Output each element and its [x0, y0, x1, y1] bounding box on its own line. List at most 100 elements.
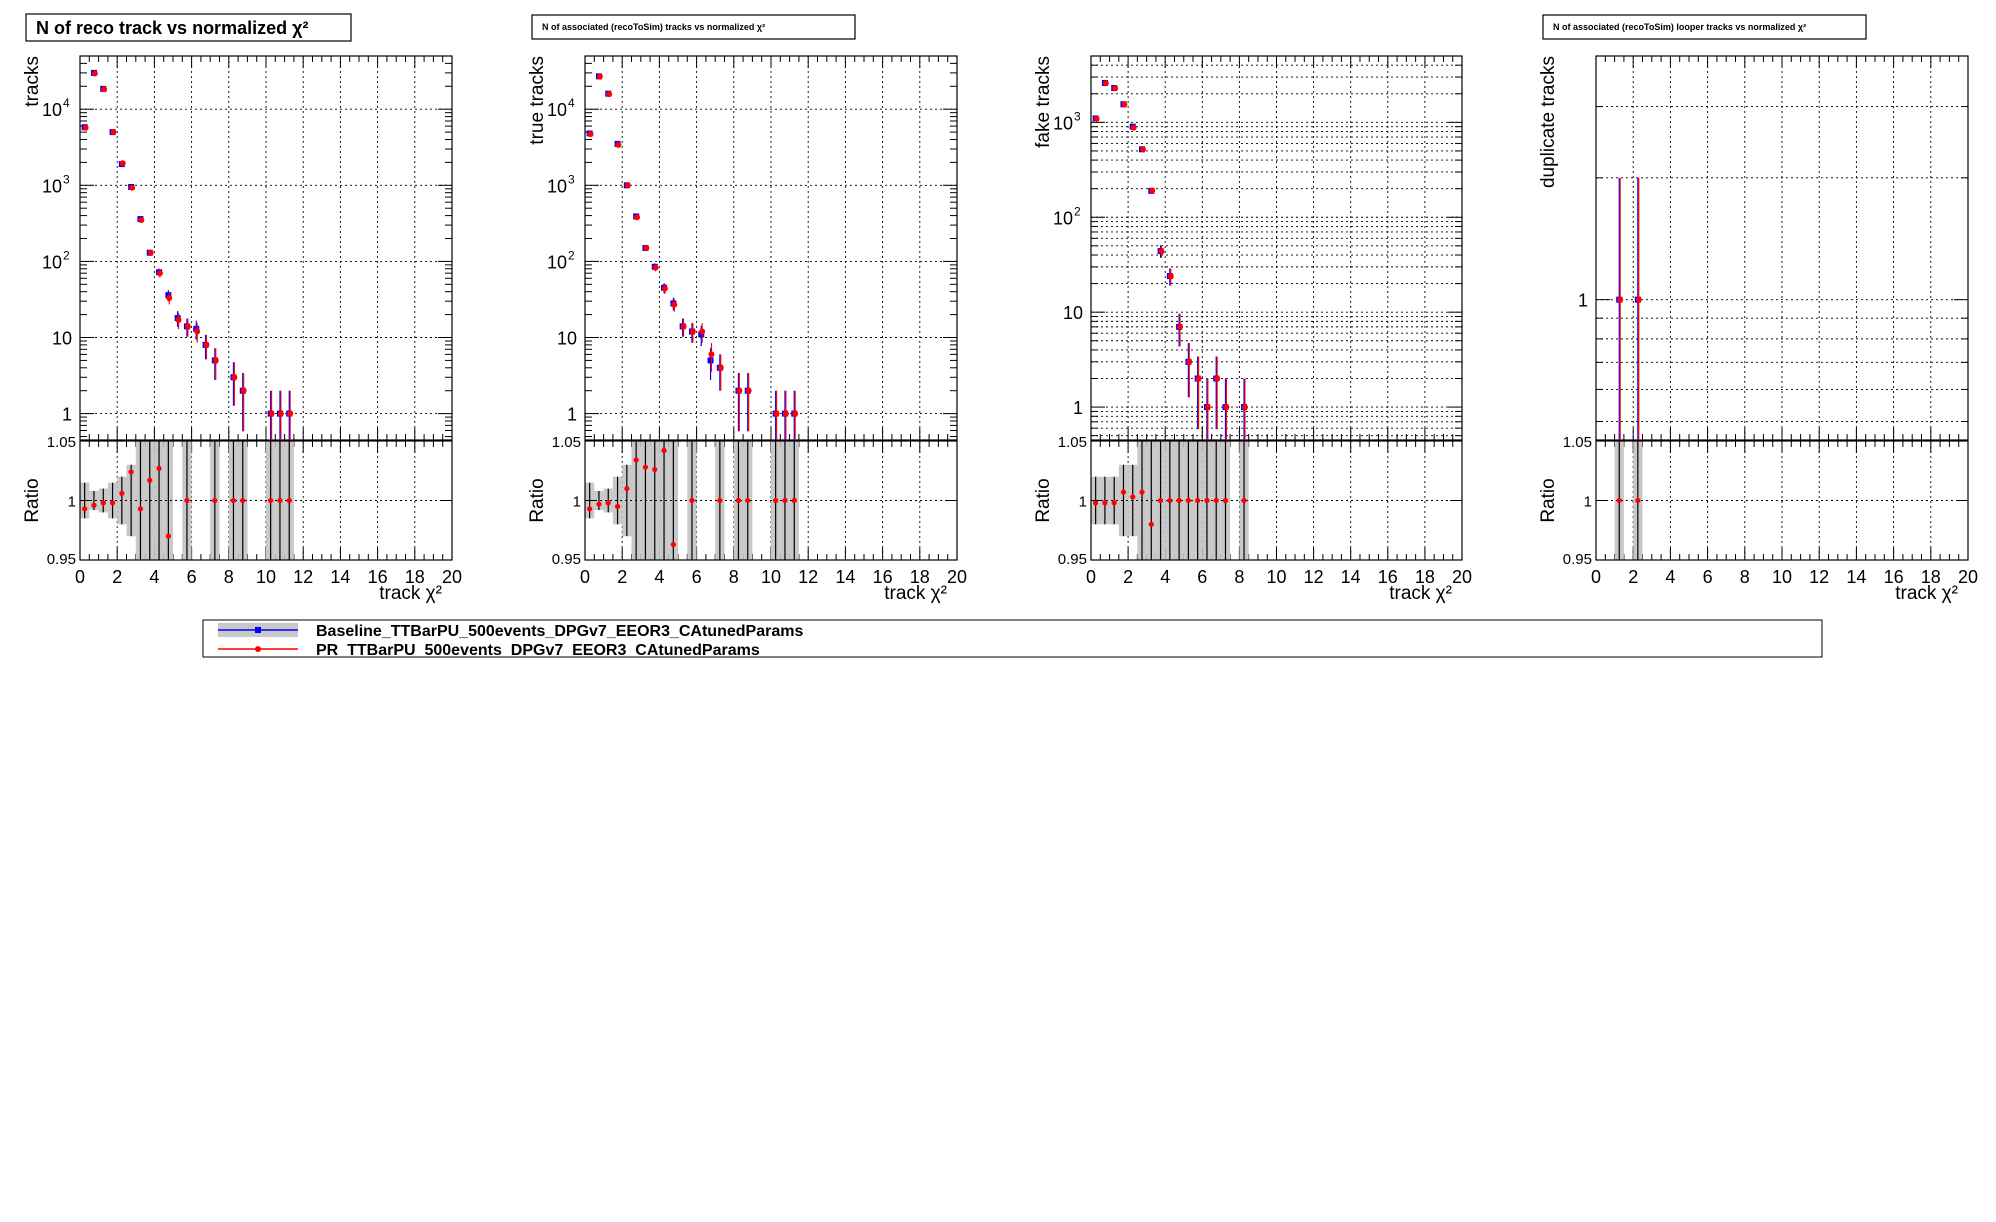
- y-tick-exponent: 3: [1074, 109, 1081, 123]
- legend-marker: [255, 646, 261, 652]
- ratio-marker: [230, 497, 237, 504]
- ratio-marker: [605, 500, 611, 506]
- pr-marker: [166, 295, 173, 302]
- pr-marker: [1635, 296, 1642, 303]
- ratio-marker: [1148, 521, 1154, 527]
- chart-title: N of associated (recoToSim) looper track…: [1553, 22, 1806, 32]
- pr-marker: [717, 364, 724, 371]
- ratio-marker: [689, 497, 695, 504]
- x-tick-label: 18: [1415, 567, 1435, 587]
- pr-marker: [1102, 80, 1109, 87]
- ratio-marker: [1120, 489, 1127, 495]
- ratio-marker: [1222, 497, 1229, 504]
- pr-marker: [1214, 375, 1221, 382]
- ratio-marker: [735, 497, 742, 504]
- baseline-marker: [165, 292, 172, 299]
- ratio-tick-label: 0.95: [1058, 551, 1087, 568]
- pr-marker: [1130, 124, 1137, 131]
- ratio-marker: [745, 497, 751, 504]
- y-tick-label: 10: [42, 252, 62, 272]
- x-tick-label: 18: [405, 567, 425, 587]
- ratio-marker: [1111, 500, 1117, 506]
- y-tick-exponent: 4: [568, 96, 575, 110]
- x-tick-label: 0: [580, 567, 590, 587]
- pr-marker: [184, 323, 191, 330]
- pr-marker: [699, 328, 706, 335]
- ratio-marker: [1093, 500, 1099, 506]
- ratio-axis-label: Ratio: [1033, 478, 1054, 522]
- ratio-marker: [165, 533, 171, 539]
- ratio-tick-label: 1.05: [47, 434, 76, 451]
- pr-marker: [708, 351, 715, 358]
- ratio-marker: [1241, 497, 1247, 504]
- pr-marker: [680, 323, 687, 330]
- ratio-axis-label: Ratio: [527, 478, 548, 522]
- legend: Baseline_TTBarPU_500events_DPGv7_EEOR3_C…: [202, 619, 1823, 659]
- x-tick-label: 12: [1304, 567, 1324, 587]
- ratio-marker: [1176, 497, 1182, 504]
- legend-entry-label: Baseline_TTBarPU_500events_DPGv7_EEOR3_C…: [316, 623, 803, 640]
- chart-title-box: [1542, 14, 1867, 40]
- x-tick-label: 10: [256, 567, 276, 587]
- ratio-marker: [147, 477, 153, 483]
- pr-marker: [736, 387, 743, 394]
- pr-marker: [1149, 187, 1156, 194]
- x-tick-label: 12: [1809, 567, 1829, 587]
- legend-entry-label: PR_TTBarPU_500events_DPGv7_EEOR3_CAtuned…: [316, 642, 760, 659]
- ratio-marker: [268, 497, 274, 504]
- ratio-marker: [791, 497, 797, 504]
- pr-marker: [175, 316, 182, 323]
- ratio-tick-label: 1: [1079, 494, 1087, 511]
- y-tick-exponent: 3: [63, 172, 70, 186]
- ratio-marker: [624, 486, 630, 492]
- ratio-tick-label: 0.95: [552, 551, 581, 568]
- y-tick-label: 10: [1063, 303, 1083, 323]
- ratio-tick-label: 1: [68, 494, 76, 511]
- ratio-marker: [128, 469, 134, 475]
- pr-marker: [643, 245, 650, 251]
- pr-marker: [634, 214, 641, 221]
- x-tick-label: 6: [1197, 567, 1207, 587]
- pr-marker: [745, 387, 752, 394]
- ratio-marker: [156, 465, 162, 471]
- pr-marker: [156, 270, 163, 277]
- pr-marker: [1241, 404, 1248, 411]
- plot-frame: [1090, 55, 1463, 441]
- y-tick-exponent: 4: [63, 96, 70, 110]
- x-tick-label: 10: [1772, 567, 1792, 587]
- pr-marker: [110, 129, 117, 136]
- pr-marker: [661, 285, 668, 292]
- y-tick-label: 10: [547, 252, 567, 272]
- x-tick-label: 0: [75, 567, 85, 587]
- ratio-marker: [1213, 497, 1219, 504]
- ratio-marker: [100, 500, 106, 506]
- ratio-tick-label: 1: [1584, 494, 1592, 511]
- pr-marker: [1617, 296, 1624, 303]
- ratio-marker: [717, 497, 723, 504]
- ratio-marker: [82, 506, 88, 512]
- x-tick-label: 4: [654, 567, 664, 587]
- pr-marker: [268, 410, 275, 417]
- chart-panel-2: N of associated (recoToSim) tracks vs no…: [527, 14, 967, 604]
- x-tick-label: 4: [1665, 567, 1675, 587]
- x-tick-label: 10: [761, 567, 781, 587]
- x-tick-label: 16: [873, 567, 893, 587]
- y-tick-exponent: 2: [63, 248, 70, 262]
- pr-marker: [596, 73, 603, 80]
- ratio-marker: [277, 497, 283, 504]
- baseline-marker: [707, 357, 714, 364]
- pr-marker: [147, 249, 154, 256]
- x-tick-label: 2: [112, 567, 122, 587]
- x-tick-label: 14: [1846, 567, 1866, 587]
- pr-marker: [689, 328, 696, 335]
- x-tick-label: 8: [1234, 567, 1244, 587]
- x-tick-label: 20: [442, 567, 462, 587]
- x-tick-label: 2: [617, 567, 627, 587]
- y-tick-exponent: 2: [568, 248, 575, 262]
- pr-marker: [792, 410, 799, 417]
- x-tick-label: 18: [1921, 567, 1941, 587]
- y-tick-label: 1: [1073, 398, 1083, 418]
- ratio-tick-label: 1.05: [1058, 434, 1087, 451]
- ratio-tick-label: 0.95: [47, 551, 76, 568]
